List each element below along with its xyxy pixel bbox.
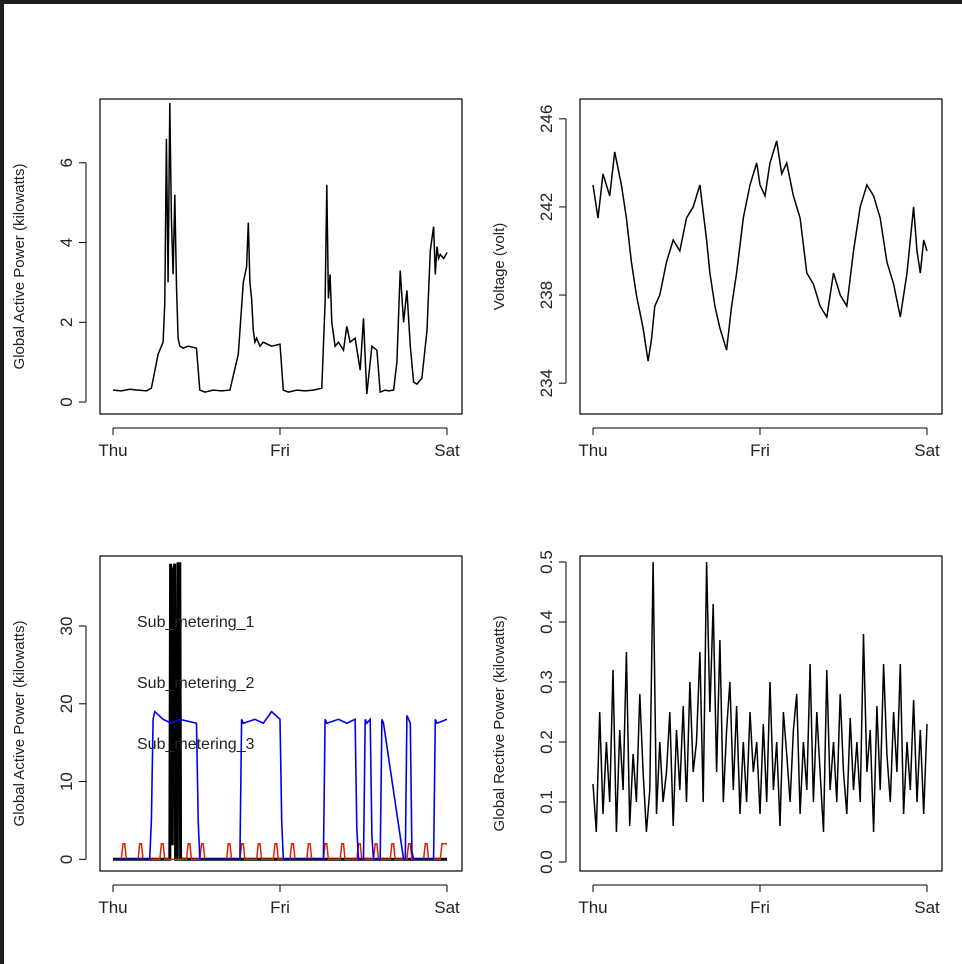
y-axis-title: Voltage (volt) bbox=[491, 223, 508, 311]
y-tick-label: 234 bbox=[537, 369, 556, 397]
legend-label: Sub_metering_1 bbox=[137, 614, 255, 631]
legend-label: Sub_metering_3 bbox=[137, 736, 255, 753]
x-tick-label: Fri bbox=[270, 441, 290, 460]
x-tick-label: Thu bbox=[98, 898, 127, 917]
x-tick-label: Sat bbox=[434, 898, 460, 917]
series-line-global-active-power bbox=[112, 102, 448, 395]
legend-label: Sub_metering_2 bbox=[137, 675, 255, 692]
plot-frame bbox=[579, 98, 943, 415]
x-tick-label: Sat bbox=[914, 898, 940, 917]
x-tick-label: Fri bbox=[750, 441, 770, 460]
y-tick-label: 0.3 bbox=[537, 670, 556, 694]
series-line-voltage bbox=[592, 140, 928, 362]
y-tick-label: 0.2 bbox=[537, 730, 556, 754]
y-tick-label: 0 bbox=[57, 855, 76, 864]
y-tick-label: 0.4 bbox=[537, 610, 556, 634]
y-tick-label: 242 bbox=[537, 193, 556, 221]
x-tick-label: Thu bbox=[578, 898, 607, 917]
y-tick-label: 30 bbox=[57, 617, 76, 636]
y-tick-label: 0.0 bbox=[537, 850, 556, 874]
figure-canvas: Thu Fri Sat 0 2 4 6 Global Active Power (kilowa… bbox=[4, 4, 962, 964]
chart-panel-4: Thu Fri Sat 0.0 0.1 0.2 0.3 0.4 0.5 Global Rectiv… bbox=[491, 550, 943, 917]
y-tick-label: 6 bbox=[57, 158, 76, 167]
x-tick-label: Sat bbox=[914, 441, 940, 460]
y-axis-title: Global Active Power (kilowatts) bbox=[11, 164, 28, 370]
chart-panel-1: Thu Fri Sat 0 2 4 6 Global Active Power (kilowa… bbox=[11, 98, 463, 460]
y-tick-label: 2 bbox=[57, 318, 76, 327]
plot-frame bbox=[99, 555, 463, 872]
plot-frame bbox=[99, 98, 463, 415]
plot-frame bbox=[579, 555, 943, 872]
series-line-sub-metering-3 bbox=[113, 710, 448, 861]
chart-panel-2: Thu Fri Sat 234 238 242 246 Voltage (volt) bbox=[491, 98, 943, 460]
y-axis-title: Global Active Power (kilowatts) bbox=[11, 621, 28, 827]
y-tick-label: 238 bbox=[537, 281, 556, 309]
x-tick-label: Sat bbox=[434, 441, 460, 460]
x-tick-label: Thu bbox=[98, 441, 127, 460]
y-tick-label: 10 bbox=[57, 772, 76, 791]
x-tick-label: Fri bbox=[270, 898, 290, 917]
y-tick-label: 20 bbox=[57, 694, 76, 713]
x-tick-label: Fri bbox=[750, 898, 770, 917]
series-line-global-reactive-power bbox=[592, 561, 928, 833]
y-tick-label: 0.1 bbox=[537, 790, 556, 814]
y-tick-label: 0 bbox=[57, 397, 76, 406]
series-line-sub-metering-2 bbox=[113, 843, 447, 861]
y-tick-label: 0.5 bbox=[537, 550, 556, 574]
x-tick-label: Thu bbox=[578, 441, 607, 460]
y-tick-label: 4 bbox=[57, 238, 76, 247]
chart-panel-3: Thu Fri Sat 0 10 20 30 Global Active Power (kil… bbox=[11, 555, 463, 917]
y-tick-label: 246 bbox=[537, 105, 556, 133]
y-axis-title: Global Rective Power (kilowatts) bbox=[491, 616, 508, 832]
